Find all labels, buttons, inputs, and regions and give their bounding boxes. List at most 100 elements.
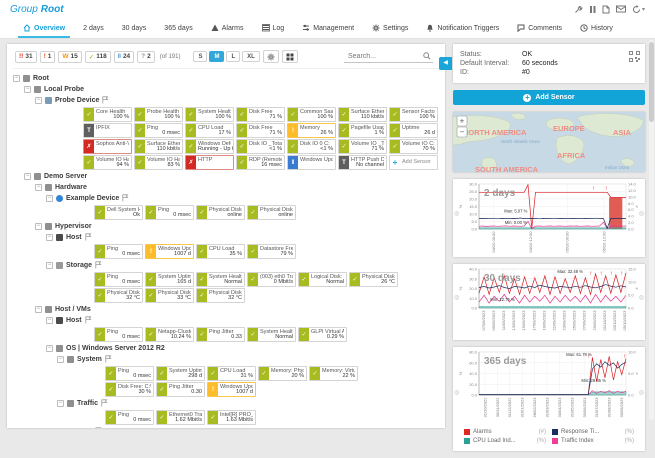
- legend-item-response-ti[interactable]: Response Ti... (%): [552, 429, 634, 435]
- sensor-tile-windows-upda[interactable]: !Windows Upda...1007 d: [207, 382, 256, 397]
- collapse-toggle[interactable]: −: [35, 184, 42, 191]
- legend-item-cpu-load-ind[interactable]: CPU Load Ind... (%): [464, 438, 546, 444]
- sensor-tile-memory[interactable]: ! Memory 26 %: [287, 123, 336, 138]
- sensor-tile-ping[interactable]: ✓ Ping 0 msec: [145, 205, 194, 220]
- sensor-tile-disk-free-c[interactable]: ✓ Disk Free: C:\ 30 %: [105, 382, 154, 397]
- report-icon[interactable]: [602, 5, 610, 14]
- view-grid-button[interactable]: [281, 50, 298, 63]
- chart-options-icon[interactable]: ◎: [638, 211, 644, 218]
- sensor-tile-ethernet0-traffic[interactable]: ✓Ethernet0 Traffic1.62 Mbit/s: [156, 410, 205, 425]
- sensor-tile-disk-free[interactable]: ✓ Disk Free 71 %: [236, 123, 285, 138]
- tab-365-days[interactable]: 365 days: [164, 24, 193, 32]
- tree-settings-button[interactable]: [262, 50, 279, 63]
- scrollbar-thumb[interactable]: [649, 42, 654, 122]
- sensor-tile-physical-disk-0[interactable]: ✓Physical Disk 0...online: [196, 205, 245, 220]
- pin-chart-icon[interactable]: ◎: [454, 295, 460, 302]
- tab-alarms[interactable]: Alarms: [202, 18, 253, 38]
- tree-node-label[interactable]: OS | Windows Server 2012 R2: [66, 345, 165, 352]
- chart-options-icon[interactable]: ◎: [638, 295, 644, 302]
- legend-item-alarms[interactable]: Alarms (#): [464, 429, 546, 435]
- priority-flag-icon[interactable]: [122, 193, 129, 204]
- wrench-icon[interactable]: [574, 5, 583, 14]
- tree-node-label[interactable]: Traffic: [77, 400, 99, 407]
- status-chip-warning[interactable]: W 15: [58, 50, 82, 63]
- size-button-s[interactable]: S: [193, 51, 208, 62]
- sensor-tile-volume-io-har[interactable]: ✓Volume IO Har...94 %: [83, 155, 132, 170]
- sensor-tile-surface-ethern[interactable]: ✓Surface Ethern...110 kbit/s: [338, 107, 387, 122]
- collapse-toggle[interactable]: −: [24, 173, 31, 180]
- tab-comments[interactable]: Comments: [508, 18, 571, 38]
- sensor-tile-disk-io-0-c[interactable]: ✓ Disk IO 0 C: <1 %: [287, 139, 336, 154]
- refresh-icon[interactable]: ▾: [632, 4, 645, 14]
- sensor-tile-surface-ethern[interactable]: ✓Surface Ethern...110 kbit/s: [134, 139, 183, 154]
- minigraph-30-days[interactable]: 0.0 10.0 20.0 30.0 40.0 0.0 5.0 10.0 15.0 07/09/2…: [453, 264, 645, 340]
- sensor-tile-glpi-virtual-a[interactable]: ✓GLPI Virtual A...0.29 %: [298, 327, 347, 342]
- sensor-tile-ping-jitter[interactable]: ✓ Ping Jitter 0.33: [196, 327, 245, 342]
- pause-icon[interactable]: [589, 5, 596, 14]
- geo-map[interactable]: NORTH AMERICA EUROPE ASIA AFRICA SOUTH A…: [453, 112, 645, 172]
- tree-node-label[interactable]: Host: [66, 234, 82, 241]
- sensor-tile-volume-io-to[interactable]: ✓Volume IO _To...71 %: [338, 139, 387, 154]
- map-zoom-in-button[interactable]: [456, 115, 468, 127]
- tree-node-label[interactable]: Hypervisor: [55, 223, 92, 230]
- collapse-toggle[interactable]: −: [57, 356, 64, 363]
- sensor-tile-pagefile-usage[interactable]: ✓Pagefile Usage1 %: [338, 123, 387, 138]
- collapse-toggle[interactable]: −: [57, 400, 64, 407]
- sensor-tile-physical-disk[interactable]: ✓Physical Disk: ...26 °C: [349, 272, 398, 287]
- status-chip-down[interactable]: ! 1: [39, 50, 56, 63]
- collapse-toggle[interactable]: −: [46, 195, 53, 202]
- sensor-tile-rdp-remote[interactable]: ✓RDP (Remote ...16 msec: [236, 155, 285, 170]
- sensor-tile-cpu-load[interactable]: ✓ CPU Load 31 %: [207, 366, 256, 381]
- sensor-tile-netapp-cluster[interactable]: ✓Netapp-Cluster...10.24 %: [145, 327, 194, 342]
- search-icon[interactable]: [423, 52, 431, 60]
- tree-node-label[interactable]: Root: [33, 75, 49, 82]
- sensor-tile-system-uptime[interactable]: ✓System Uptime165 d: [145, 272, 194, 287]
- tree-node-label[interactable]: Storage: [66, 262, 93, 269]
- sensor-tile-core-health[interactable]: ✓ Core Health 100 %: [83, 107, 132, 122]
- sensor-tile-logical-disk-v[interactable]: ✓Logical Disk: V...Normal: [298, 272, 347, 287]
- status-chip-paused[interactable]: ‖ 24: [113, 50, 135, 63]
- sensor-tile-disk-io-total[interactable]: ✓ Disk IO _Total <1 %: [236, 139, 285, 154]
- priority-flag-icon[interactable]: [95, 260, 102, 271]
- status-chip-up[interactable]: ✓ 118: [84, 50, 111, 63]
- collapse-toggle[interactable]: −: [35, 97, 42, 104]
- sensor-tile-windows-upda[interactable]: !Windows Upda...1007 d: [145, 244, 194, 259]
- collapse-toggle[interactable]: −: [46, 262, 53, 269]
- legend-item-traffic-index[interactable]: Traffic Index (%): [552, 438, 634, 444]
- sensor-tile-sophos-anti-vi[interactable]: ✗Sophos Anti-Vi...: [83, 139, 132, 154]
- collapse-toggle[interactable]: −: [46, 317, 53, 324]
- tree-node-label[interactable]: Local Probe: [44, 86, 85, 93]
- search-input[interactable]: [346, 51, 420, 61]
- size-button-m[interactable]: M: [209, 51, 225, 62]
- sensor-tile-windows-defe[interactable]: ✓Windows Defe...Running - Up to D...: [185, 139, 234, 154]
- sensor-tile-datastore-free[interactable]: ✓Datastore Free...79 %: [247, 244, 296, 259]
- sensor-tile-system-uptime[interactable]: ✓System Uptime298 d: [156, 366, 205, 381]
- tab-log[interactable]: Log: [253, 18, 294, 38]
- status-chip-unknown[interactable]: ? 2: [137, 50, 155, 63]
- tree-node-label[interactable]: Host / VMs: [55, 306, 91, 313]
- tree-node-label[interactable]: System: [77, 356, 102, 363]
- minigraph-365-days[interactable]: 0.0 20.0 40.0 60.0 80.0 0.0 5.0 10.0 31/10/2022 3…: [453, 347, 645, 451]
- tree-node-label[interactable]: Probe Device: [55, 97, 100, 104]
- sensor-tile-cpu-load[interactable]: ✓ CPU Load 17 %: [185, 123, 234, 138]
- priority-flag-icon[interactable]: [84, 315, 92, 326]
- sensor-tile-http[interactable]: ✗ HTTP: [185, 155, 234, 170]
- sensor-tile-disk-free[interactable]: ✓ Disk Free 71 %: [236, 107, 285, 122]
- sensor-tile-intel-r-pro-1[interactable]: ✓Intel[R] PRO_1...1.63 Mbit/s: [207, 410, 256, 425]
- collapse-toggle[interactable]: −: [13, 75, 20, 82]
- pin-chart-icon[interactable]: ◎: [454, 389, 460, 396]
- tree-node-label[interactable]: Example Device: [66, 195, 120, 202]
- sensor-tile-ping-jitter[interactable]: ✓ Ping Jitter 0.30: [156, 382, 205, 397]
- add-sensor-tile[interactable]: + Add Sensor: [389, 155, 438, 170]
- collapse-toggle[interactable]: −: [46, 345, 53, 352]
- sensor-tile-physical-disk[interactable]: ✓Physical Disk: ...32 °C: [196, 288, 245, 303]
- pin-chart-icon[interactable]: ◎: [454, 211, 460, 218]
- sensor-tile-dell-system-he[interactable]: ✓Dell System He...Ok: [94, 205, 143, 220]
- tab-management[interactable]: Management: [293, 18, 363, 38]
- priority-flag-icon[interactable]: [105, 354, 112, 365]
- chart-options-icon[interactable]: ◎: [638, 389, 644, 396]
- sensor-tile-cpu-load[interactable]: ✓ CPU Load 35 %: [196, 244, 245, 259]
- sensor-tile-ipfix[interactable]: T IPFIX: [83, 123, 132, 138]
- sensor-tile-system-health[interactable]: ✓ System Health 100 %: [185, 107, 234, 122]
